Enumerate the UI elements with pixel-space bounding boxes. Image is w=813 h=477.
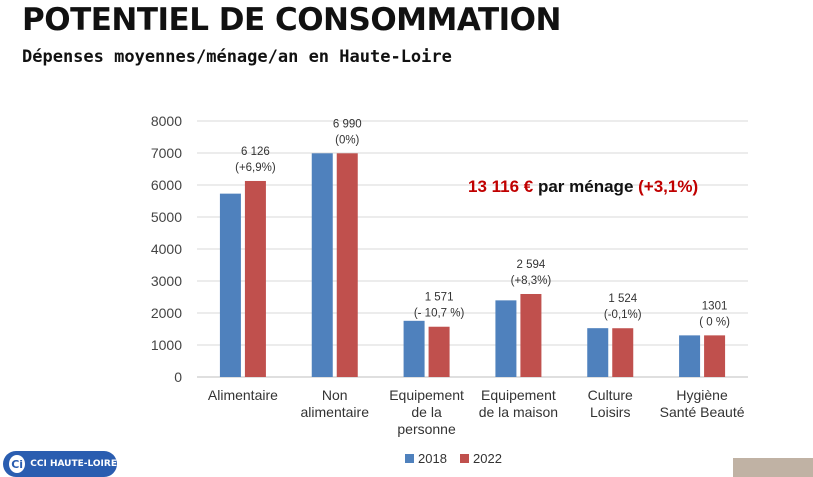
legend-swatch-2022 xyxy=(460,454,469,463)
category-label: personne xyxy=(397,421,456,437)
bar-2018-5 xyxy=(587,328,609,377)
bars xyxy=(219,153,726,377)
y-axis-ticks: 0 1000 2000 3000 4000 5000 6000 7000 8000 xyxy=(151,113,182,385)
gridlines xyxy=(197,120,748,378)
legend: 2018 2022 xyxy=(405,451,502,466)
category-label: Loisirs xyxy=(590,404,630,420)
data-label: 1301 xyxy=(702,300,728,312)
bar-2022-3 xyxy=(428,326,450,377)
category-label: alimentaire xyxy=(301,404,370,420)
cci-logo-icon: Ci xyxy=(9,455,26,473)
page-title: POTENTIEL DE CONSOMMATION xyxy=(22,2,561,38)
bar-2018-3 xyxy=(403,320,425,377)
category-label: Hygiène xyxy=(676,387,728,403)
data-label: 1 524 xyxy=(608,293,637,305)
page-subtitle: Dépenses moyennes/ménage/an en Haute-Loi… xyxy=(22,47,452,67)
data-label: 1 571 xyxy=(425,292,454,304)
bar-2018-2 xyxy=(311,153,333,377)
y-tick-label: 3000 xyxy=(151,273,182,289)
data-label: (-0,1%) xyxy=(604,309,642,321)
bar-2018-1 xyxy=(219,193,241,377)
category-label: Equipement xyxy=(389,387,464,403)
data-label: (0%) xyxy=(335,134,359,146)
category-label: de la maison xyxy=(479,404,558,420)
total-callout: 13 116 € par ménage (+3,1%) xyxy=(468,177,698,196)
y-tick-label: 1000 xyxy=(151,337,182,353)
y-tick-label: 4000 xyxy=(151,241,182,257)
y-tick-label: 7000 xyxy=(151,145,182,161)
callout-amount: 13 116 € xyxy=(468,177,534,196)
data-label: (+8,3%) xyxy=(511,275,552,287)
legend-label-2018: 2018 xyxy=(418,451,447,466)
corner-block xyxy=(733,458,813,477)
bar-2022-5 xyxy=(612,328,634,377)
callout-text: par ménage xyxy=(533,177,638,196)
category-label: Culture xyxy=(588,387,633,403)
cci-logo: Ci CCI HAUTE-LOIRE xyxy=(3,451,117,477)
data-label: 6 990 xyxy=(333,118,362,130)
data-labels: 6 126 (+6,9%) 6 990 (0%) 1 571 (- 10,7 %) 2 59… xyxy=(235,118,730,328)
cci-logo-text: CCI HAUTE-LOIRE xyxy=(30,459,117,469)
data-label: (+6,9%) xyxy=(235,162,276,174)
y-tick-label: 2000 xyxy=(151,305,182,321)
data-label: (- 10,7 %) xyxy=(414,308,465,320)
bar-2018-6 xyxy=(679,335,701,377)
category-label: Non xyxy=(322,387,348,403)
y-tick-label: 0 xyxy=(174,369,182,385)
callout-change: (+3,1%) xyxy=(638,177,698,196)
y-tick-label: 8000 xyxy=(151,113,182,129)
legend-label-2022: 2022 xyxy=(473,451,502,466)
data-label: 6 126 xyxy=(241,146,270,158)
category-label: de la xyxy=(411,404,442,420)
category-label: Equipement xyxy=(481,387,556,403)
data-label: ( 0 %) xyxy=(699,316,730,328)
category-label: Santé Beauté xyxy=(660,404,745,420)
legend-swatch-2018 xyxy=(405,454,414,463)
bar-2022-1 xyxy=(244,180,266,377)
bar-2018-4 xyxy=(495,300,517,377)
bar-2022-6 xyxy=(704,335,726,377)
y-tick-label: 6000 xyxy=(151,177,182,193)
bar-2022-2 xyxy=(336,153,358,377)
data-label: 2 594 xyxy=(517,259,546,271)
y-tick-label: 5000 xyxy=(151,209,182,225)
category-label: Alimentaire xyxy=(208,387,278,403)
bar-2022-4 xyxy=(520,293,542,377)
